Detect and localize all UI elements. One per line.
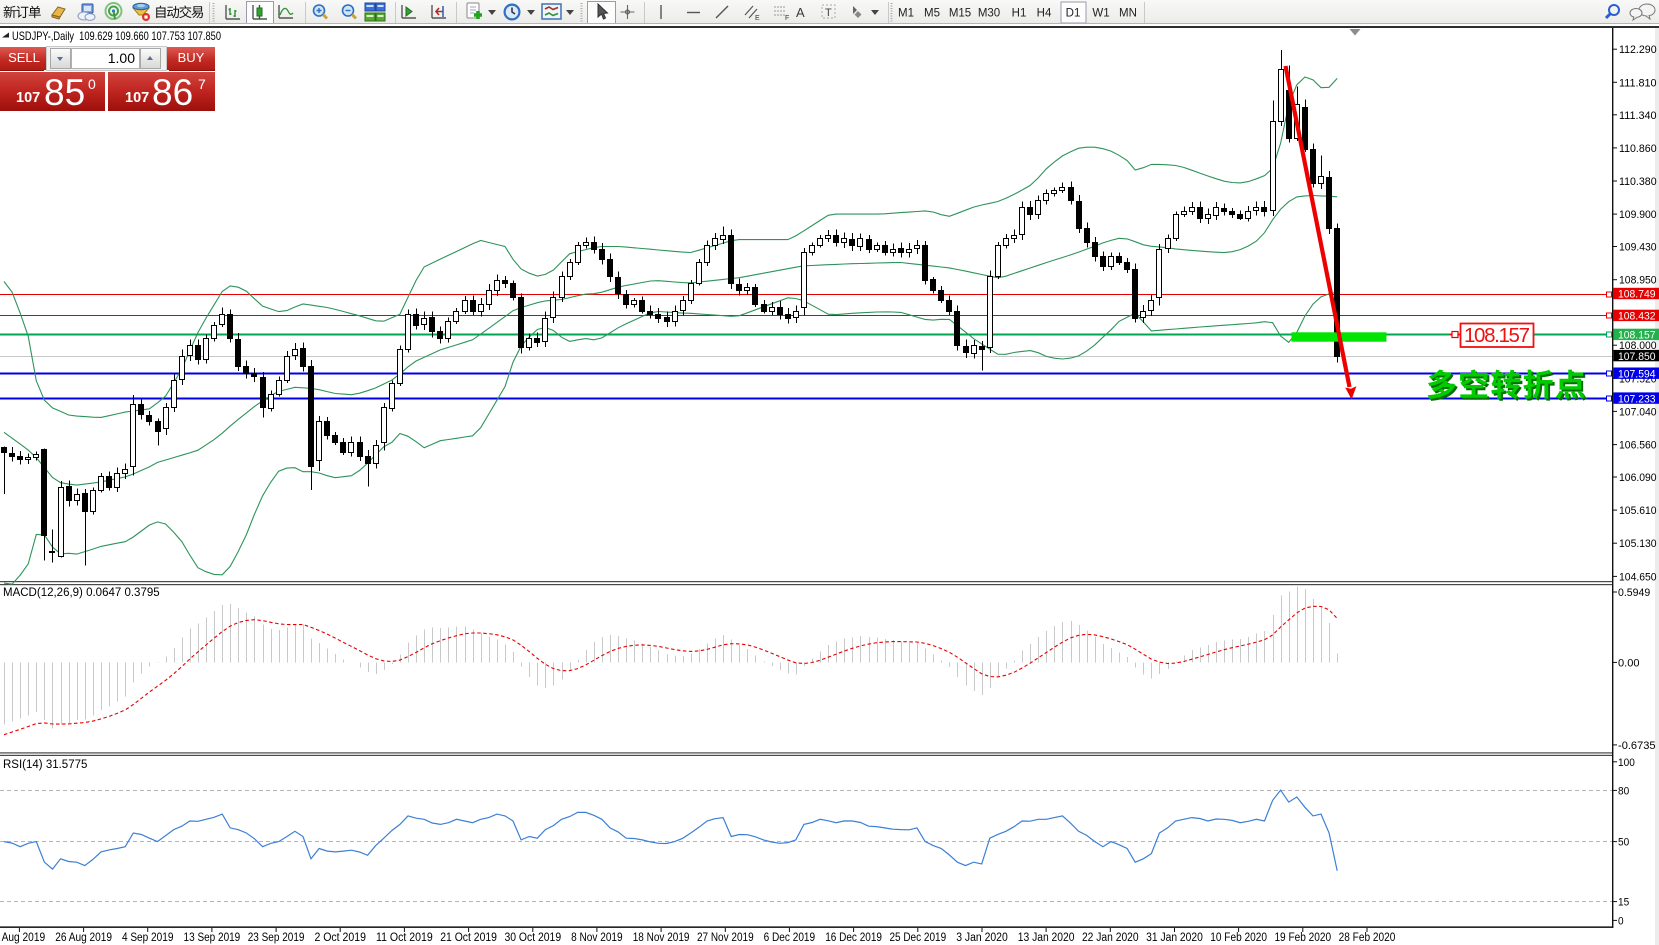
- svg-text:13 Jan 2020: 13 Jan 2020: [1018, 932, 1075, 944]
- svg-text:23 Sep 2019: 23 Sep 2019: [248, 932, 305, 944]
- svg-text:2 Oct 2019: 2 Oct 2019: [314, 932, 366, 944]
- svg-text:19 Feb 2020: 19 Feb 2020: [1274, 932, 1331, 944]
- svg-text:106.560: 106.560: [1619, 440, 1657, 452]
- svg-text:F: F: [785, 15, 789, 22]
- svg-text:31 Jan 2020: 31 Jan 2020: [1146, 932, 1203, 944]
- svg-text:0.00: 0.00: [1618, 657, 1640, 669]
- svg-text:109.430: 109.430: [1619, 242, 1657, 254]
- svg-text:5 Aug 2019: 5 Aug 2019: [0, 932, 45, 944]
- svg-text:16 Dec 2019: 16 Dec 2019: [825, 932, 882, 944]
- svg-text:0: 0: [1618, 915, 1624, 927]
- svg-text:30 Oct 2019: 30 Oct 2019: [504, 932, 561, 944]
- svg-text:105.610: 105.610: [1619, 505, 1657, 517]
- svg-text:112.290: 112.290: [1619, 44, 1657, 56]
- svg-text:107.594: 107.594: [1618, 368, 1656, 380]
- svg-text:108.157: 108.157: [1464, 324, 1530, 347]
- svg-text:110.380: 110.380: [1619, 176, 1657, 188]
- svg-text:10 Feb 2020: 10 Feb 2020: [1210, 932, 1267, 944]
- svg-text:105.130: 105.130: [1619, 538, 1657, 550]
- svg-text:25 Dec 2019: 25 Dec 2019: [889, 932, 946, 944]
- svg-text:21 Oct 2019: 21 Oct 2019: [440, 932, 497, 944]
- svg-text:108.000: 108.000: [1619, 340, 1657, 352]
- svg-text:MN: MN: [1119, 8, 1137, 20]
- svg-text:110.860: 110.860: [1619, 143, 1657, 155]
- svg-text:M15: M15: [949, 8, 971, 20]
- svg-text:M1: M1: [898, 8, 914, 20]
- svg-text:0.5949: 0.5949: [1618, 587, 1650, 599]
- svg-text:108.157: 108.157: [1618, 330, 1656, 342]
- svg-text:M30: M30: [978, 8, 1000, 20]
- svg-text:111.810: 111.810: [1619, 77, 1657, 89]
- svg-text:26 Aug 2019: 26 Aug 2019: [55, 932, 112, 944]
- svg-text:H4: H4: [1037, 8, 1052, 20]
- svg-text:4 Sep 2019: 4 Sep 2019: [122, 932, 174, 944]
- svg-text:T: T: [825, 7, 832, 19]
- svg-text:107.850: 107.850: [1618, 351, 1656, 363]
- svg-text:80: 80: [1618, 785, 1629, 797]
- svg-text:106.090: 106.090: [1619, 472, 1657, 484]
- svg-text:107.040: 107.040: [1619, 406, 1657, 418]
- svg-text:107.233: 107.233: [1618, 393, 1656, 405]
- svg-text:8 Nov 2019: 8 Nov 2019: [571, 932, 623, 944]
- svg-text:111.340: 111.340: [1619, 110, 1657, 122]
- svg-text:15: 15: [1618, 897, 1629, 909]
- svg-text:3 Jan 2020: 3 Jan 2020: [956, 932, 1008, 944]
- svg-text:22 Jan 2020: 22 Jan 2020: [1082, 932, 1139, 944]
- svg-text:6 Dec 2019: 6 Dec 2019: [764, 932, 816, 944]
- svg-text:109.900: 109.900: [1619, 209, 1657, 221]
- svg-text:50: 50: [1618, 837, 1629, 849]
- svg-text:104.650: 104.650: [1619, 571, 1657, 583]
- svg-text:W1: W1: [1092, 8, 1109, 20]
- svg-text:13 Sep 2019: 13 Sep 2019: [184, 932, 241, 944]
- svg-text:MACD(12,26,9) 0.0647 0.3795: MACD(12,26,9) 0.0647 0.3795: [3, 587, 160, 599]
- svg-text:-0.6735: -0.6735: [1618, 740, 1656, 752]
- svg-text:27 Nov 2019: 27 Nov 2019: [697, 932, 754, 944]
- svg-text:D1: D1: [1066, 8, 1081, 20]
- svg-text:M5: M5: [924, 8, 940, 20]
- svg-text:USDJPY-,Daily 109.629 109.660: USDJPY-,Daily 109.629 109.660 107.753 10…: [12, 29, 221, 43]
- svg-text:E: E: [755, 15, 760, 22]
- svg-text:108.950: 108.950: [1619, 275, 1657, 287]
- svg-text:108.432: 108.432: [1618, 311, 1656, 323]
- svg-text:11 Oct 2019: 11 Oct 2019: [376, 932, 433, 944]
- svg-text:H1: H1: [1012, 8, 1027, 20]
- svg-text:RSI(14) 31.5775: RSI(14) 31.5775: [3, 759, 87, 771]
- svg-text:18 Nov 2019: 18 Nov 2019: [633, 932, 690, 944]
- svg-text:108.749: 108.749: [1618, 289, 1656, 301]
- svg-text:28 Feb 2020: 28 Feb 2020: [1339, 932, 1396, 944]
- svg-text:100: 100: [1618, 757, 1635, 769]
